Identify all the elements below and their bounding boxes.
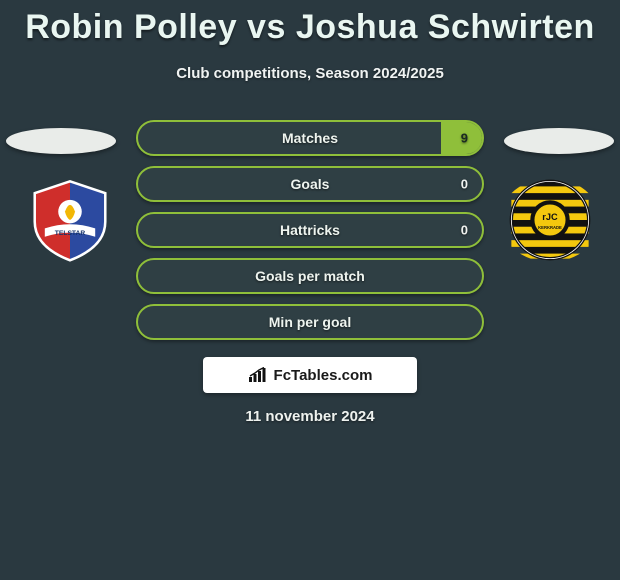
- stat-row-min-per-goal: Min per goal: [136, 304, 484, 340]
- page-title: Robin Polley vs Joshua Schwirten: [0, 0, 620, 47]
- subtitle: Club competitions, Season 2024/2025: [0, 65, 620, 82]
- stat-value-right: 0: [461, 223, 468, 238]
- stat-label: Min per goal: [269, 314, 351, 330]
- date-text: 11 november 2024: [0, 408, 620, 425]
- stat-label: Hattricks: [280, 222, 340, 238]
- stat-value-right: 0: [461, 177, 468, 192]
- club-badge-right: rJC KERKRADE: [500, 178, 600, 262]
- telstar-shield-icon: TELSTAR: [20, 178, 120, 262]
- brand-box: FcTables.com: [203, 357, 417, 393]
- stat-row-hattricks: Hattricks 0: [136, 212, 484, 248]
- roda-roundel-icon: rJC KERKRADE: [500, 178, 600, 262]
- stat-value-right: 9: [461, 131, 468, 146]
- svg-text:rJC: rJC: [542, 212, 558, 222]
- stat-label: Goals per match: [255, 268, 365, 284]
- stat-label: Matches: [282, 130, 338, 146]
- club-badge-left: TELSTAR: [20, 178, 120, 262]
- player-silhouette-right: [504, 128, 614, 154]
- brand-text: FcTables.com: [274, 367, 373, 384]
- svg-text:TELSTAR: TELSTAR: [55, 230, 86, 237]
- bar-chart-icon: [248, 367, 268, 383]
- stats-container: Matches 9 Goals 0 Hattricks 0 Goals per …: [136, 120, 484, 350]
- stat-row-goals: Goals 0: [136, 166, 484, 202]
- stat-row-matches: Matches 9: [136, 120, 484, 156]
- player-silhouette-left: [6, 128, 116, 154]
- svg-text:KERKRADE: KERKRADE: [538, 225, 562, 230]
- stat-row-goals-per-match: Goals per match: [136, 258, 484, 294]
- stat-label: Goals: [291, 176, 330, 192]
